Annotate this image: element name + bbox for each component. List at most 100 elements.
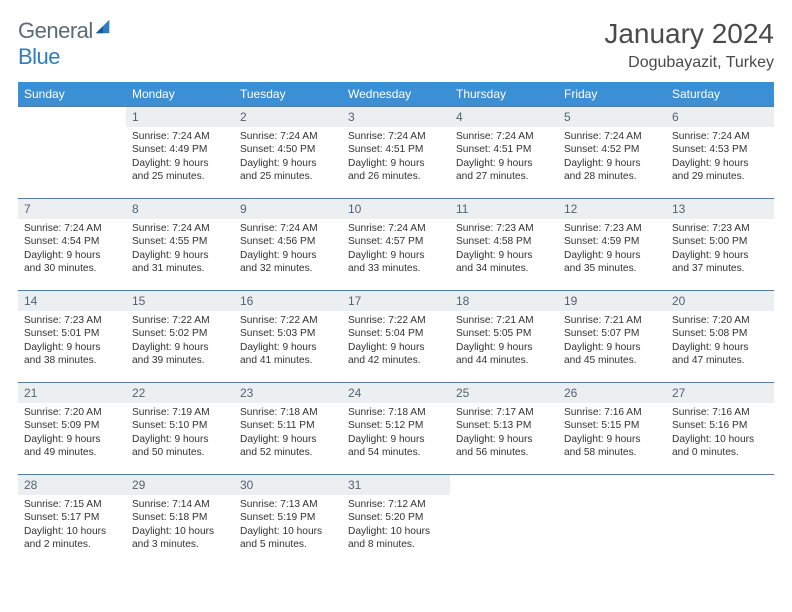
day-details: Sunrise: 7:24 AMSunset: 4:51 PMDaylight:… [450, 127, 558, 188]
page: GeneralBlue January 2024 Dogubayazit, Tu… [0, 0, 792, 577]
day-details: Sunrise: 7:24 AMSunset: 4:56 PMDaylight:… [234, 219, 342, 280]
location-label: Dogubayazit, Turkey [604, 54, 774, 72]
day-number: 29 [126, 475, 234, 495]
day-number: 21 [18, 383, 126, 403]
day-number: 4 [450, 107, 558, 127]
calendar-day-cell: 4Sunrise: 7:24 AMSunset: 4:51 PMDaylight… [450, 107, 558, 199]
day-number: 20 [666, 291, 774, 311]
calendar-week-row: 21Sunrise: 7:20 AMSunset: 5:09 PMDayligh… [18, 383, 774, 475]
day-details: Sunrise: 7:19 AMSunset: 5:10 PMDaylight:… [126, 403, 234, 464]
calendar-day-cell: 21Sunrise: 7:20 AMSunset: 5:09 PMDayligh… [18, 383, 126, 475]
calendar-week-row: 14Sunrise: 7:23 AMSunset: 5:01 PMDayligh… [18, 291, 774, 383]
calendar-day-cell: 19Sunrise: 7:21 AMSunset: 5:07 PMDayligh… [558, 291, 666, 383]
day-number: 23 [234, 383, 342, 403]
day-number: 11 [450, 199, 558, 219]
day-number: 3 [342, 107, 450, 127]
header: GeneralBlue January 2024 Dogubayazit, Tu… [18, 18, 774, 72]
day-details: Sunrise: 7:20 AMSunset: 5:08 PMDaylight:… [666, 311, 774, 372]
calendar-day-cell: 8Sunrise: 7:24 AMSunset: 4:55 PMDaylight… [126, 199, 234, 291]
weekday-header: Sunday [18, 82, 126, 107]
calendar-week-row: .1Sunrise: 7:24 AMSunset: 4:49 PMDayligh… [18, 107, 774, 199]
brand-text: GeneralBlue [18, 18, 112, 70]
calendar-day-cell: . [18, 107, 126, 199]
calendar-day-cell: 31Sunrise: 7:12 AMSunset: 5:20 PMDayligh… [342, 475, 450, 567]
day-details: Sunrise: 7:18 AMSunset: 5:12 PMDaylight:… [342, 403, 450, 464]
calendar-day-cell: 30Sunrise: 7:13 AMSunset: 5:19 PMDayligh… [234, 475, 342, 567]
calendar-head: SundayMondayTuesdayWednesdayThursdayFrid… [18, 82, 774, 107]
day-details: Sunrise: 7:24 AMSunset: 4:52 PMDaylight:… [558, 127, 666, 188]
weekday-header: Wednesday [342, 82, 450, 107]
day-number: 25 [450, 383, 558, 403]
day-details: Sunrise: 7:22 AMSunset: 5:02 PMDaylight:… [126, 311, 234, 372]
calendar-table: SundayMondayTuesdayWednesdayThursdayFrid… [18, 82, 774, 567]
calendar-day-cell: 1Sunrise: 7:24 AMSunset: 4:49 PMDaylight… [126, 107, 234, 199]
day-number: 27 [666, 383, 774, 403]
calendar-week-row: 28Sunrise: 7:15 AMSunset: 5:17 PMDayligh… [18, 475, 774, 567]
day-details: Sunrise: 7:24 AMSunset: 4:49 PMDaylight:… [126, 127, 234, 188]
day-number: 26 [558, 383, 666, 403]
day-details: Sunrise: 7:17 AMSunset: 5:13 PMDaylight:… [450, 403, 558, 464]
day-number: 22 [126, 383, 234, 403]
day-number: 7 [18, 199, 126, 219]
calendar-day-cell: 6Sunrise: 7:24 AMSunset: 4:53 PMDaylight… [666, 107, 774, 199]
calendar-day-cell: 22Sunrise: 7:19 AMSunset: 5:10 PMDayligh… [126, 383, 234, 475]
weekday-header: Friday [558, 82, 666, 107]
day-number: 14 [18, 291, 126, 311]
day-number: 5 [558, 107, 666, 127]
calendar-day-cell: 18Sunrise: 7:21 AMSunset: 5:05 PMDayligh… [450, 291, 558, 383]
calendar-day-cell: 24Sunrise: 7:18 AMSunset: 5:12 PMDayligh… [342, 383, 450, 475]
day-number: 16 [234, 291, 342, 311]
calendar-day-cell: 13Sunrise: 7:23 AMSunset: 5:00 PMDayligh… [666, 199, 774, 291]
sail-icon [94, 16, 112, 34]
calendar-day-cell: 29Sunrise: 7:14 AMSunset: 5:18 PMDayligh… [126, 475, 234, 567]
day-details: Sunrise: 7:13 AMSunset: 5:19 PMDaylight:… [234, 495, 342, 556]
day-number: 8 [126, 199, 234, 219]
day-details: Sunrise: 7:16 AMSunset: 5:15 PMDaylight:… [558, 403, 666, 464]
day-details: Sunrise: 7:23 AMSunset: 5:00 PMDaylight:… [666, 219, 774, 280]
calendar-day-cell: 14Sunrise: 7:23 AMSunset: 5:01 PMDayligh… [18, 291, 126, 383]
calendar-day-cell: 3Sunrise: 7:24 AMSunset: 4:51 PMDaylight… [342, 107, 450, 199]
day-number: 31 [342, 475, 450, 495]
calendar-day-cell: . [558, 475, 666, 567]
day-number: 1 [126, 107, 234, 127]
calendar-day-cell: 27Sunrise: 7:16 AMSunset: 5:16 PMDayligh… [666, 383, 774, 475]
calendar-day-cell: 9Sunrise: 7:24 AMSunset: 4:56 PMDaylight… [234, 199, 342, 291]
day-details: Sunrise: 7:24 AMSunset: 4:50 PMDaylight:… [234, 127, 342, 188]
day-details: Sunrise: 7:24 AMSunset: 4:51 PMDaylight:… [342, 127, 450, 188]
day-details: Sunrise: 7:14 AMSunset: 5:18 PMDaylight:… [126, 495, 234, 556]
calendar-day-cell: 17Sunrise: 7:22 AMSunset: 5:04 PMDayligh… [342, 291, 450, 383]
day-details: Sunrise: 7:24 AMSunset: 4:57 PMDaylight:… [342, 219, 450, 280]
day-details: Sunrise: 7:15 AMSunset: 5:17 PMDaylight:… [18, 495, 126, 556]
weekday-header: Thursday [450, 82, 558, 107]
day-details: Sunrise: 7:12 AMSunset: 5:20 PMDaylight:… [342, 495, 450, 556]
day-details: Sunrise: 7:22 AMSunset: 5:03 PMDaylight:… [234, 311, 342, 372]
day-number: 13 [666, 199, 774, 219]
day-number: 12 [558, 199, 666, 219]
calendar-day-cell: 28Sunrise: 7:15 AMSunset: 5:17 PMDayligh… [18, 475, 126, 567]
day-number: 28 [18, 475, 126, 495]
brand-logo: GeneralBlue [18, 18, 112, 70]
day-number: 2 [234, 107, 342, 127]
calendar-day-cell: 16Sunrise: 7:22 AMSunset: 5:03 PMDayligh… [234, 291, 342, 383]
brand-part1: General [18, 18, 93, 43]
calendar-day-cell: 20Sunrise: 7:20 AMSunset: 5:08 PMDayligh… [666, 291, 774, 383]
day-details: Sunrise: 7:20 AMSunset: 5:09 PMDaylight:… [18, 403, 126, 464]
calendar-day-cell: . [450, 475, 558, 567]
day-number: 9 [234, 199, 342, 219]
calendar-day-cell: 15Sunrise: 7:22 AMSunset: 5:02 PMDayligh… [126, 291, 234, 383]
day-details: Sunrise: 7:21 AMSunset: 5:07 PMDaylight:… [558, 311, 666, 372]
calendar-day-cell: 23Sunrise: 7:18 AMSunset: 5:11 PMDayligh… [234, 383, 342, 475]
calendar-day-cell: 5Sunrise: 7:24 AMSunset: 4:52 PMDaylight… [558, 107, 666, 199]
day-number: 6 [666, 107, 774, 127]
calendar-day-cell: 2Sunrise: 7:24 AMSunset: 4:50 PMDaylight… [234, 107, 342, 199]
day-details: Sunrise: 7:23 AMSunset: 4:59 PMDaylight:… [558, 219, 666, 280]
brand-part2: Blue [18, 44, 60, 69]
weekday-header: Tuesday [234, 82, 342, 107]
month-title: January 2024 [604, 18, 774, 50]
day-details: Sunrise: 7:16 AMSunset: 5:16 PMDaylight:… [666, 403, 774, 464]
calendar-day-cell: 11Sunrise: 7:23 AMSunset: 4:58 PMDayligh… [450, 199, 558, 291]
calendar-week-row: 7Sunrise: 7:24 AMSunset: 4:54 PMDaylight… [18, 199, 774, 291]
calendar-day-cell: . [666, 475, 774, 567]
day-details: Sunrise: 7:23 AMSunset: 5:01 PMDaylight:… [18, 311, 126, 372]
calendar-day-cell: 26Sunrise: 7:16 AMSunset: 5:15 PMDayligh… [558, 383, 666, 475]
